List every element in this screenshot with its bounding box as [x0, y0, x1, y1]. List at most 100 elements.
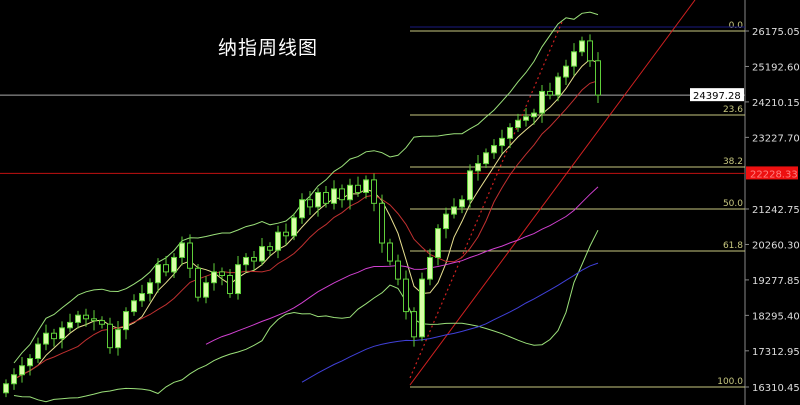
candle-body [115, 329, 121, 349]
candle-body [91, 318, 97, 322]
candle-body [203, 282, 209, 298]
candle-body [523, 116, 529, 121]
chart-title: 纳指周线图 [218, 37, 319, 59]
candle-body [403, 278, 409, 313]
marked-price-badge-bg [746, 166, 798, 180]
axis-tick-label: 18295.40 [752, 311, 800, 322]
candle-body [459, 199, 465, 208]
marked-price-label: 22228.33 [750, 169, 798, 180]
current-price-badge: 24397.28 [690, 88, 744, 102]
candle-body [3, 383, 9, 394]
candle-body [395, 260, 401, 280]
fib-level-label: 0.0 [729, 21, 744, 31]
candle-body [531, 112, 537, 118]
candle-body [387, 242, 393, 262]
fib-level-label: 50.0 [723, 199, 743, 209]
axis-tick-label: 25192.60 [752, 62, 800, 73]
ma-short-line [13, 58, 599, 380]
candle-body [251, 256, 257, 262]
candle-body [307, 199, 313, 208]
candle-body [507, 127, 513, 139]
candle-body [267, 246, 273, 251]
marked-price-badge: 22228.33 [746, 166, 798, 180]
candle-body [371, 179, 377, 204]
candle-body [235, 264, 241, 295]
candle-body [299, 199, 305, 219]
current-price-label: 24397.28 [693, 91, 741, 102]
candle-body [83, 314, 89, 320]
candle-body [323, 191, 329, 204]
candle-body [475, 163, 481, 172]
candle-body [179, 242, 185, 258]
candle-body [195, 267, 201, 298]
fib-level-label: 38.2 [723, 157, 743, 167]
axis-tick-label: 17312.95 [752, 347, 800, 358]
bollinger-upper-line [13, 11, 599, 364]
bollinger-lower-line [13, 229, 599, 403]
candle-body [243, 256, 249, 266]
candle-body [219, 271, 225, 276]
ma-long-line [301, 262, 599, 383]
trend-line-solid [409, 0, 696, 386]
candle-body [107, 323, 113, 349]
candle-body [27, 358, 33, 367]
candle-body [467, 170, 473, 201]
candle-body [291, 217, 297, 237]
axis-tick-label: 21242.75 [752, 205, 800, 216]
candle-body [363, 179, 369, 193]
axis-tick-label: 19277.85 [752, 276, 800, 287]
axis-tick-label: 24210.15 [752, 98, 800, 109]
candle-body [595, 60, 601, 96]
current-price-badge-bg [690, 88, 744, 102]
candle-body [59, 327, 65, 340]
candle-body [139, 293, 145, 302]
candle-body [283, 231, 289, 237]
candle-body [451, 206, 457, 215]
candle-body [315, 191, 321, 208]
candle-body [587, 40, 593, 62]
candle-body [123, 311, 129, 331]
candle-body [491, 145, 497, 154]
candle-body [547, 90, 553, 96]
axis-tick-label: 20260.30 [752, 240, 800, 251]
fib-level-label: 61.8 [723, 241, 743, 251]
candle-body [483, 152, 489, 165]
fib-level-label: 100.0 [717, 377, 743, 387]
candle-body [339, 188, 345, 201]
candle-body [419, 278, 425, 338]
candle-body [259, 246, 265, 262]
candle-body [211, 271, 217, 284]
candle-body [579, 40, 585, 53]
candle-body [331, 188, 337, 204]
candle-body [171, 256, 177, 273]
candle-body [427, 256, 433, 280]
candle-body [515, 119, 521, 129]
candle-body [131, 300, 137, 313]
candle-body [355, 184, 361, 193]
axis-tick-label: 16310.45 [752, 383, 800, 394]
candle-body [563, 65, 569, 78]
candle-body [379, 202, 385, 244]
candle-body [187, 242, 193, 269]
candle-body [499, 137, 505, 147]
candle-body [443, 213, 449, 230]
ma-mid-line [205, 186, 599, 345]
candle-body [11, 374, 17, 385]
candle-body [163, 264, 169, 273]
candle-body [155, 264, 161, 284]
candle-body [19, 365, 25, 376]
candle-body [99, 320, 105, 325]
candle-body [227, 274, 233, 295]
candle-body [51, 332, 57, 340]
candle-body [43, 332, 49, 345]
candle-body [67, 321, 73, 329]
axis-tick-label: 23227.70 [752, 133, 800, 144]
candle-body [35, 343, 41, 360]
candle-body [435, 228, 441, 258]
candle-body [411, 311, 417, 338]
candle-body [555, 76, 561, 96]
candle-body [539, 90, 545, 114]
candle-body [275, 231, 281, 251]
fib-level-label: 23.6 [723, 105, 743, 115]
